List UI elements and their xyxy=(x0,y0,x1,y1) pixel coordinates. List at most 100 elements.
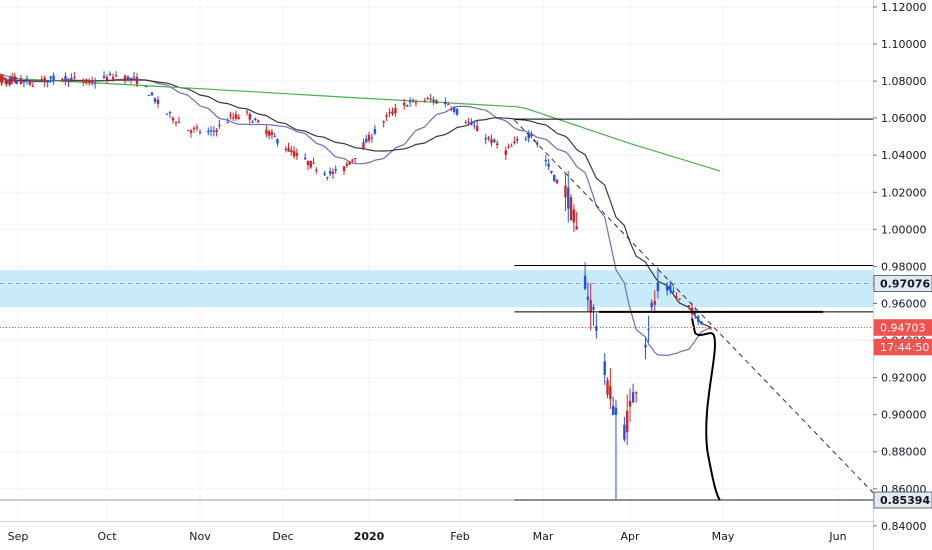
candle-body xyxy=(28,81,32,85)
support-resistance-zone xyxy=(0,270,873,308)
y-tick-label: 1.04000 xyxy=(881,149,927,162)
candle-body xyxy=(186,129,190,131)
y-tick-label: 0.98000 xyxy=(881,260,927,273)
candle-body xyxy=(93,82,97,84)
y-tick-label: 1.02000 xyxy=(881,186,927,199)
candle-body xyxy=(353,158,357,160)
candle-body xyxy=(315,169,318,171)
candle-body xyxy=(276,139,279,144)
candle-body xyxy=(102,76,106,78)
candle-body xyxy=(114,75,118,77)
price-badge xyxy=(873,491,932,509)
candle-body xyxy=(312,162,315,164)
candle-body xyxy=(82,79,85,83)
candle-body xyxy=(388,112,391,114)
x-tick-label: Oct xyxy=(97,530,117,543)
y-axis-ticks: 1.12000 1.10000 1.08000 1.06000 1.04000 1.020… xyxy=(873,1,927,533)
candle-body xyxy=(484,138,487,140)
candle-body xyxy=(229,115,232,117)
candle-body xyxy=(4,79,7,84)
candle-body xyxy=(606,380,609,395)
candle-body xyxy=(90,80,94,84)
candle-body xyxy=(251,121,254,123)
candle-body xyxy=(61,79,64,81)
candle-body xyxy=(207,130,210,133)
candle-body xyxy=(493,139,496,143)
candle-body xyxy=(700,321,703,324)
candle-body xyxy=(444,101,447,104)
candle-body xyxy=(254,118,257,120)
candle-body xyxy=(290,150,293,153)
candle-body xyxy=(9,81,13,83)
candle-body xyxy=(370,137,374,139)
projection-path xyxy=(691,318,721,501)
y-tick-label: 0.88000 xyxy=(881,446,927,459)
candle-body xyxy=(411,99,415,101)
candle-body xyxy=(362,142,365,149)
candle-body xyxy=(218,124,221,126)
candle-body xyxy=(1,77,5,80)
price-badges: 0.97076 0.94703 17:44:50 0.85394 xyxy=(873,275,932,509)
candle-body xyxy=(394,108,397,114)
candle-body xyxy=(256,120,260,123)
candle-body xyxy=(295,152,299,156)
candle-body xyxy=(40,79,43,82)
candle-body xyxy=(365,138,368,143)
candle-body xyxy=(168,111,172,114)
candle-body xyxy=(516,139,519,141)
candle-body xyxy=(426,98,429,100)
candle-body xyxy=(209,130,213,132)
x-tick-label: Sep xyxy=(8,530,29,543)
candle-body xyxy=(287,147,290,152)
y-tick-label: 0.92000 xyxy=(881,372,927,385)
trendline xyxy=(514,119,881,501)
candle-body xyxy=(19,78,23,84)
candle-body xyxy=(9,78,12,81)
ma-long-line xyxy=(0,73,721,172)
candle-body xyxy=(547,163,550,167)
candle-body xyxy=(513,141,516,143)
candle-body xyxy=(273,136,276,138)
candle-body xyxy=(22,81,26,83)
candle-body xyxy=(408,100,412,103)
candle-body xyxy=(111,76,115,79)
candle-body xyxy=(473,125,476,127)
candle-body xyxy=(10,80,13,82)
candle-body xyxy=(105,76,109,81)
candle-body xyxy=(3,78,7,80)
candle-body xyxy=(331,171,335,174)
candle-body xyxy=(345,164,349,166)
candle-body xyxy=(403,102,406,106)
candle-body xyxy=(470,122,473,125)
candle-body xyxy=(245,111,249,113)
candle-body xyxy=(0,78,4,84)
x-tick-label: Nov xyxy=(189,530,211,543)
x-tick-label: Feb xyxy=(450,530,469,543)
candle-body xyxy=(693,311,697,315)
candle-body xyxy=(108,73,112,76)
candle-body xyxy=(653,301,656,305)
candle-body xyxy=(248,113,251,120)
candle-body xyxy=(628,400,632,407)
candle-body xyxy=(284,149,287,151)
candle-body xyxy=(147,95,151,97)
price-badge-label: 0.97076 xyxy=(880,278,930,291)
candle-body xyxy=(348,161,351,165)
candle-body xyxy=(70,77,73,83)
candle-body xyxy=(129,77,133,80)
candle-body xyxy=(373,129,377,134)
candle-body xyxy=(510,145,513,147)
candle-body xyxy=(226,122,229,124)
candle-body xyxy=(195,127,199,129)
candle-body xyxy=(414,102,418,104)
price-badge-label: 0.94703 xyxy=(880,322,926,335)
candle-body xyxy=(553,174,556,181)
candle-body xyxy=(452,107,456,112)
candle-body xyxy=(678,298,681,300)
candle-body xyxy=(267,131,271,136)
candle-body xyxy=(14,77,18,79)
candle-body xyxy=(6,82,9,84)
candle-body xyxy=(530,134,533,137)
price-badge-label: 0.85394 xyxy=(880,494,930,507)
